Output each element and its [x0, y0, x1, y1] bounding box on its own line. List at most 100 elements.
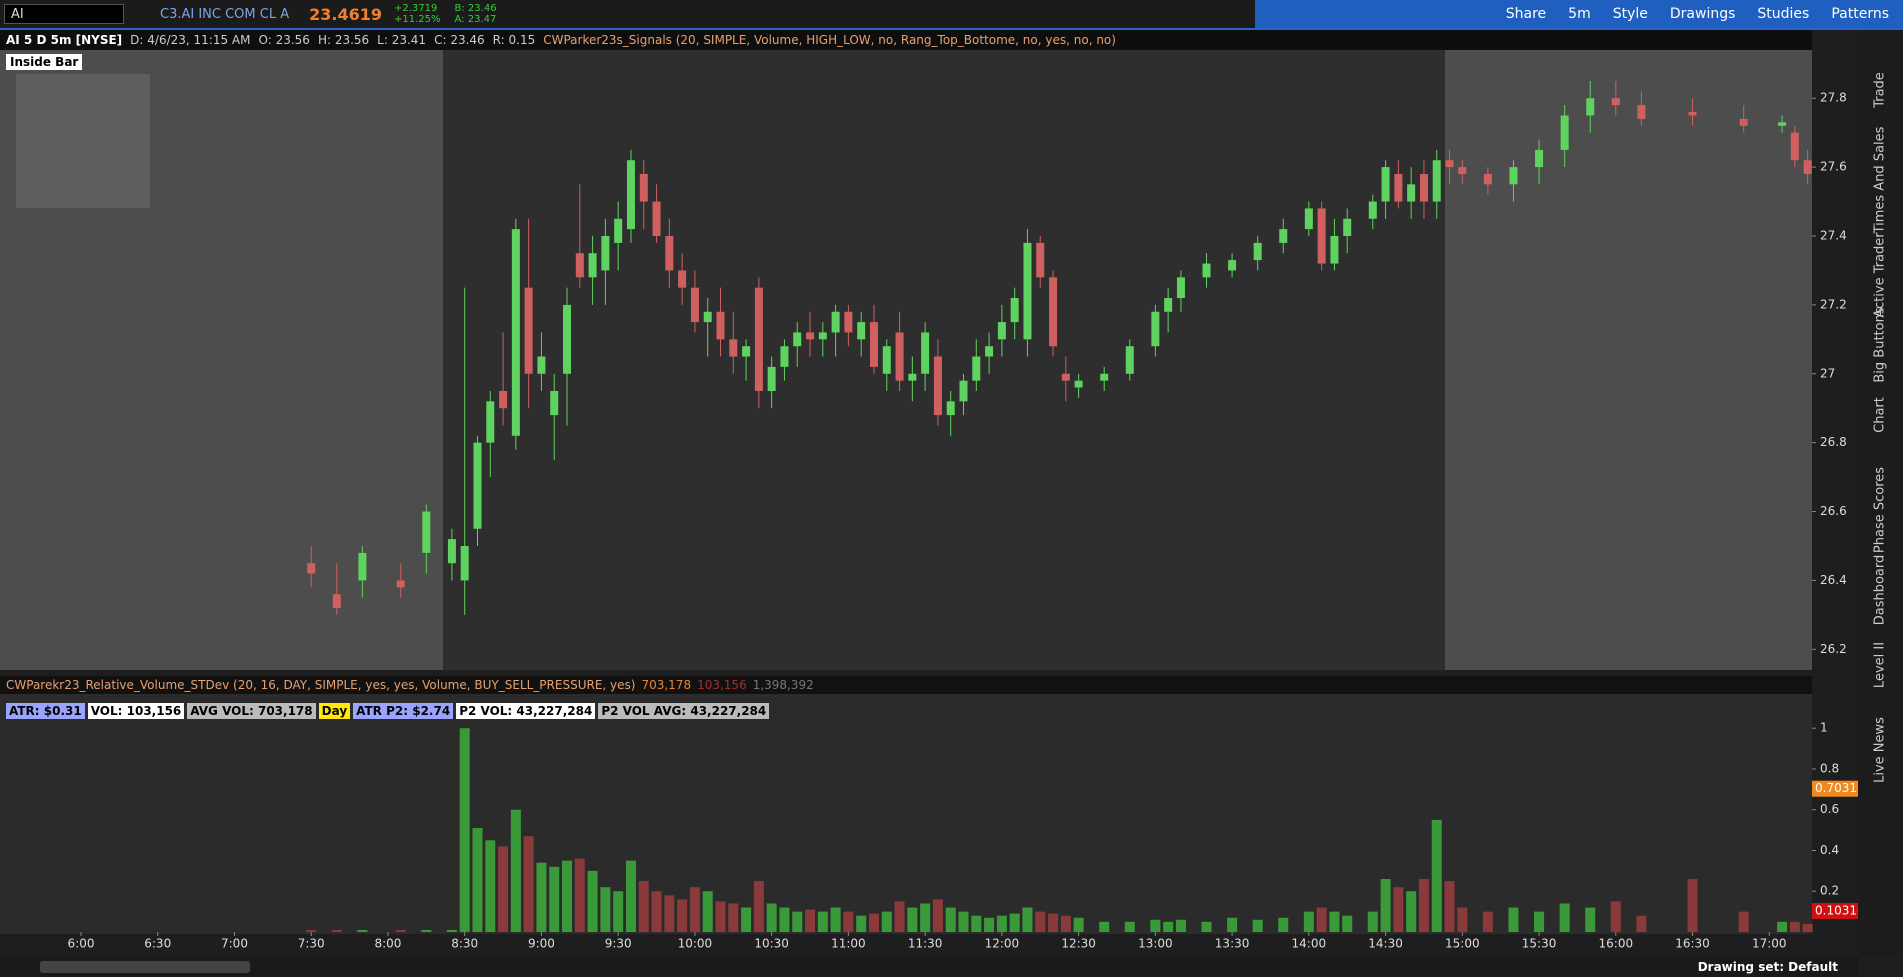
volume-bar	[1035, 911, 1046, 932]
candle-body	[422, 511, 431, 553]
volume-bar	[638, 881, 649, 932]
volume-bar	[574, 858, 585, 932]
badge: Day	[318, 703, 351, 719]
chart: 26.2 26.4 26.6 26.8 27 27.2 27.4 27.6 27.8 0.2 0.4…	[0, 50, 1858, 951]
volume-bar	[1227, 917, 1238, 932]
candle-body	[601, 236, 610, 271]
volume-bar	[1802, 923, 1813, 932]
x-tick-label: 17:00	[1752, 937, 1787, 951]
volume-bar	[958, 911, 969, 932]
volume-bar	[1610, 901, 1621, 932]
candle-body	[1317, 208, 1326, 264]
y-tick-label: 27	[1820, 366, 1835, 380]
x-tick-label: 16:30	[1675, 937, 1710, 951]
logo	[16, 74, 150, 208]
y-tick-label: 27.2	[1820, 297, 1847, 311]
candle-body	[486, 401, 495, 443]
symbol-input[interactable]: AI	[4, 4, 124, 24]
candle-body	[511, 229, 520, 436]
x-tick-label: 10:00	[678, 937, 713, 951]
candle-body	[857, 322, 866, 340]
tool-button[interactable]: Patterns	[1831, 6, 1889, 22]
candle-body	[1049, 277, 1058, 347]
volume-bar	[1367, 911, 1378, 932]
side-tab[interactable]: Trade	[1872, 72, 1888, 108]
volume-bar	[1329, 911, 1340, 932]
volume-bar	[549, 866, 560, 932]
volume-bar	[1444, 881, 1455, 932]
volume-bar	[1534, 911, 1545, 932]
candle-body	[1279, 229, 1288, 243]
toolbar: Share 5m Style Drawings Studies Patterns	[1255, 0, 1903, 28]
candle-body	[1790, 132, 1799, 161]
candle-body	[1407, 184, 1416, 202]
candle-body	[550, 391, 559, 416]
afterhours-bg	[1445, 50, 1812, 670]
drawing-set[interactable]: Drawing set: Default	[1697, 959, 1838, 974]
candle-body	[742, 346, 751, 357]
candle-body	[1419, 174, 1428, 202]
volume-bar	[715, 901, 726, 932]
y-tick-label: 26.2	[1820, 642, 1847, 656]
tool-button[interactable]: 5m	[1568, 6, 1591, 22]
candle-body	[882, 346, 891, 374]
change-box: +2.3719 +11.25%	[394, 3, 441, 25]
side-tab[interactable]: Phase Scores	[1872, 466, 1888, 554]
x-tick-label: 6:00	[68, 937, 95, 951]
candle-body	[1061, 373, 1070, 381]
volume-bar	[1636, 915, 1647, 932]
candle-body	[447, 539, 456, 564]
candle-body	[1343, 218, 1352, 236]
candle-body	[307, 563, 316, 574]
candle-body	[1739, 118, 1748, 126]
candle-body	[1368, 201, 1377, 219]
volume-bar	[817, 911, 828, 932]
candle-body	[1432, 160, 1441, 202]
volume-study[interactable]: CWParekr23_Relative_Volume_STDev (20, 16…	[6, 678, 636, 692]
side-tab[interactable]: Chart	[1872, 397, 1888, 433]
badge: P2 VOL: 43,227,284	[456, 703, 596, 719]
x-tick-label: 16:00	[1599, 937, 1634, 951]
volume-bar	[792, 911, 803, 932]
volume-bar	[1342, 915, 1353, 932]
chart-header: AI 5 D 5m [NYSE] D: 4/6/23, 11:15 AM O: …	[0, 30, 1812, 50]
volume-bar	[485, 840, 496, 932]
candle-body	[818, 332, 827, 340]
side-tab[interactable]: Big Buttons	[1872, 307, 1888, 383]
side-tab[interactable]: Active Trader	[1872, 232, 1888, 318]
volume-header: CWParekr23_Relative_Volume_STDev (20, 16…	[0, 676, 1812, 694]
y-tick-label: 26.6	[1820, 504, 1847, 518]
study-name[interactable]: CWParker23s_Signals (20, SIMPLE, Volume,…	[543, 33, 1116, 47]
volume-bar	[1687, 879, 1698, 932]
volume-bar	[446, 929, 457, 932]
candle-body	[563, 304, 572, 374]
company: C3.AI INC COM CL A	[160, 6, 290, 22]
side-tab[interactable]: Times And Sales	[1872, 126, 1888, 234]
volume-bar	[1175, 919, 1186, 932]
volume-bar	[1508, 907, 1519, 932]
candle-body	[1228, 260, 1237, 271]
candle-body	[946, 401, 955, 416]
volume-tick-label: 0.8	[1820, 761, 1839, 775]
side-tab[interactable]: Dashboard	[1872, 554, 1888, 626]
volume-bar	[728, 903, 739, 932]
candle-body	[959, 380, 968, 402]
y-tick-label: 27.4	[1820, 229, 1847, 243]
volume-bar	[357, 929, 368, 932]
scrollbar[interactable]	[40, 960, 250, 973]
tool-button[interactable]: Studies	[1757, 6, 1810, 22]
volume-bar	[1022, 907, 1033, 932]
volume-bar	[1777, 921, 1788, 932]
tool-button[interactable]: Drawings	[1669, 6, 1736, 22]
bar-low: L: 23.41	[377, 33, 427, 47]
change-pct: +11.25%	[394, 14, 441, 25]
tool-button[interactable]: Share	[1505, 6, 1547, 22]
side-tab[interactable]: Live News	[1872, 717, 1888, 783]
candle-body	[997, 322, 1006, 340]
side-tab[interactable]: Level II	[1872, 641, 1888, 689]
volume-value: 703,178	[641, 678, 692, 692]
candle-body	[1381, 167, 1390, 202]
tool-button[interactable]: Style	[1612, 6, 1648, 22]
bar-range: R: 0.15	[492, 33, 536, 47]
